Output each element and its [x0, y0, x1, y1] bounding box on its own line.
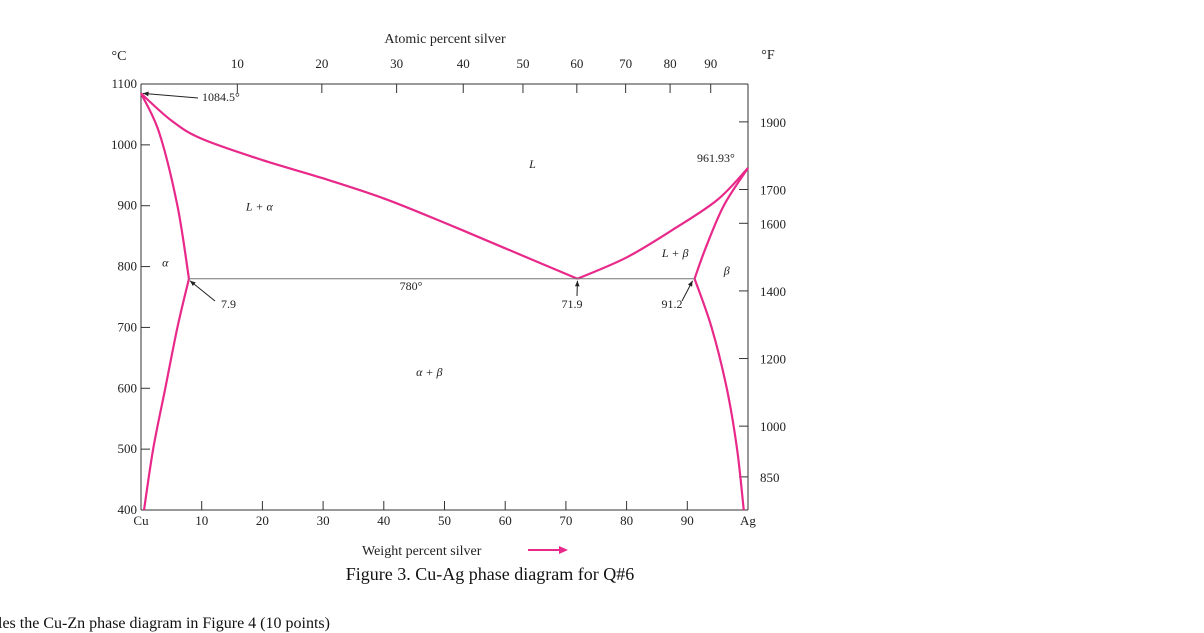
x-tick-label-top-40: 40	[457, 56, 470, 71]
y-tick-label-right-1700: 1700	[760, 182, 786, 197]
bottom-axis-title: Weight percent silver	[362, 544, 482, 559]
region-label-3: L + β	[661, 246, 689, 260]
x-tick-label-top-70: 70	[619, 56, 632, 71]
xlabel-arrow-head	[559, 546, 568, 554]
right-axis-unit: °F	[761, 48, 775, 63]
y-tick-label-right-850: 850	[760, 470, 780, 485]
pointer-71-9-head	[575, 281, 580, 287]
region-label-0: L	[528, 157, 536, 171]
annotation-91-2: 91.2	[662, 297, 683, 311]
x-tick-label-bottom-30: 30	[317, 513, 330, 528]
curve-liquidus-right	[577, 168, 748, 279]
y-tick-label-left-1000: 1000	[111, 137, 137, 152]
y-tick-label-right-1200: 1200	[760, 352, 786, 367]
pointer-1084	[143, 93, 198, 98]
left-axis-unit: °C	[112, 49, 127, 64]
y-tick-label-left-600: 600	[118, 380, 138, 395]
top-axis-title: Atomic percent silver	[384, 32, 506, 47]
x-tick-label-bottom-90: 90	[681, 513, 694, 528]
x-tick-label-bottom-Cu: Cu	[133, 513, 149, 528]
partial-question-text: les the Cu-Zn phase diagram in Figure 4 …	[0, 615, 330, 633]
x-tick-label-bottom-80: 80	[620, 513, 633, 528]
x-tick-label-bottom-20: 20	[256, 513, 269, 528]
y-tick-label-left-700: 700	[118, 319, 138, 334]
x-tick-label-bottom-10: 10	[195, 513, 208, 528]
y-tick-label-left-1100: 1100	[111, 76, 137, 91]
x-tick-label-bottom-60: 60	[499, 513, 512, 528]
annotation-780: 780°	[400, 279, 423, 293]
x-tick-label-bottom-70: 70	[559, 513, 572, 528]
y-tick-label-right-1900: 1900	[760, 115, 786, 130]
curve-solvus-beta	[695, 279, 744, 510]
x-tick-label-top-20: 20	[315, 56, 328, 71]
annotation-71-9: 71.9	[562, 297, 583, 311]
y-tick-label-left-900: 900	[118, 198, 138, 213]
x-tick-label-bottom-Ag: Ag	[740, 513, 756, 528]
curve-solidus-alpha	[141, 93, 189, 278]
annotation-961: 961.93°	[697, 151, 735, 165]
annotation-1084: 1084.5°	[202, 90, 240, 104]
curve-liquidus-left	[141, 93, 577, 278]
x-tick-label-top-80: 80	[664, 56, 677, 71]
annotation-7-9: 7.9	[221, 297, 236, 311]
region-label-1: L + α	[245, 200, 274, 214]
figure-caption: Figure 3. Cu-Ag phase diagram for Q#6	[0, 564, 980, 585]
phase-diagram: 4005006007008009001000110085010001200140…	[0, 0, 980, 562]
region-label-4: β	[723, 263, 730, 277]
y-tick-label-left-500: 500	[118, 441, 138, 456]
x-tick-label-top-10: 10	[231, 56, 244, 71]
y-tick-label-left-800: 800	[118, 259, 138, 274]
curve-solvus-alpha	[144, 279, 189, 510]
x-tick-label-top-30: 30	[390, 56, 403, 71]
x-tick-label-top-60: 60	[570, 56, 583, 71]
region-label-5: α + β	[416, 365, 442, 379]
region-label-2: α	[162, 256, 169, 270]
x-tick-label-bottom-40: 40	[377, 513, 390, 528]
x-tick-label-bottom-50: 50	[438, 513, 451, 528]
y-tick-label-right-1000: 1000	[760, 419, 786, 434]
x-tick-label-top-90: 90	[704, 56, 717, 71]
x-tick-label-top-50: 50	[516, 56, 529, 71]
y-tick-label-right-1600: 1600	[760, 216, 786, 231]
y-tick-label-right-1400: 1400	[760, 284, 786, 299]
